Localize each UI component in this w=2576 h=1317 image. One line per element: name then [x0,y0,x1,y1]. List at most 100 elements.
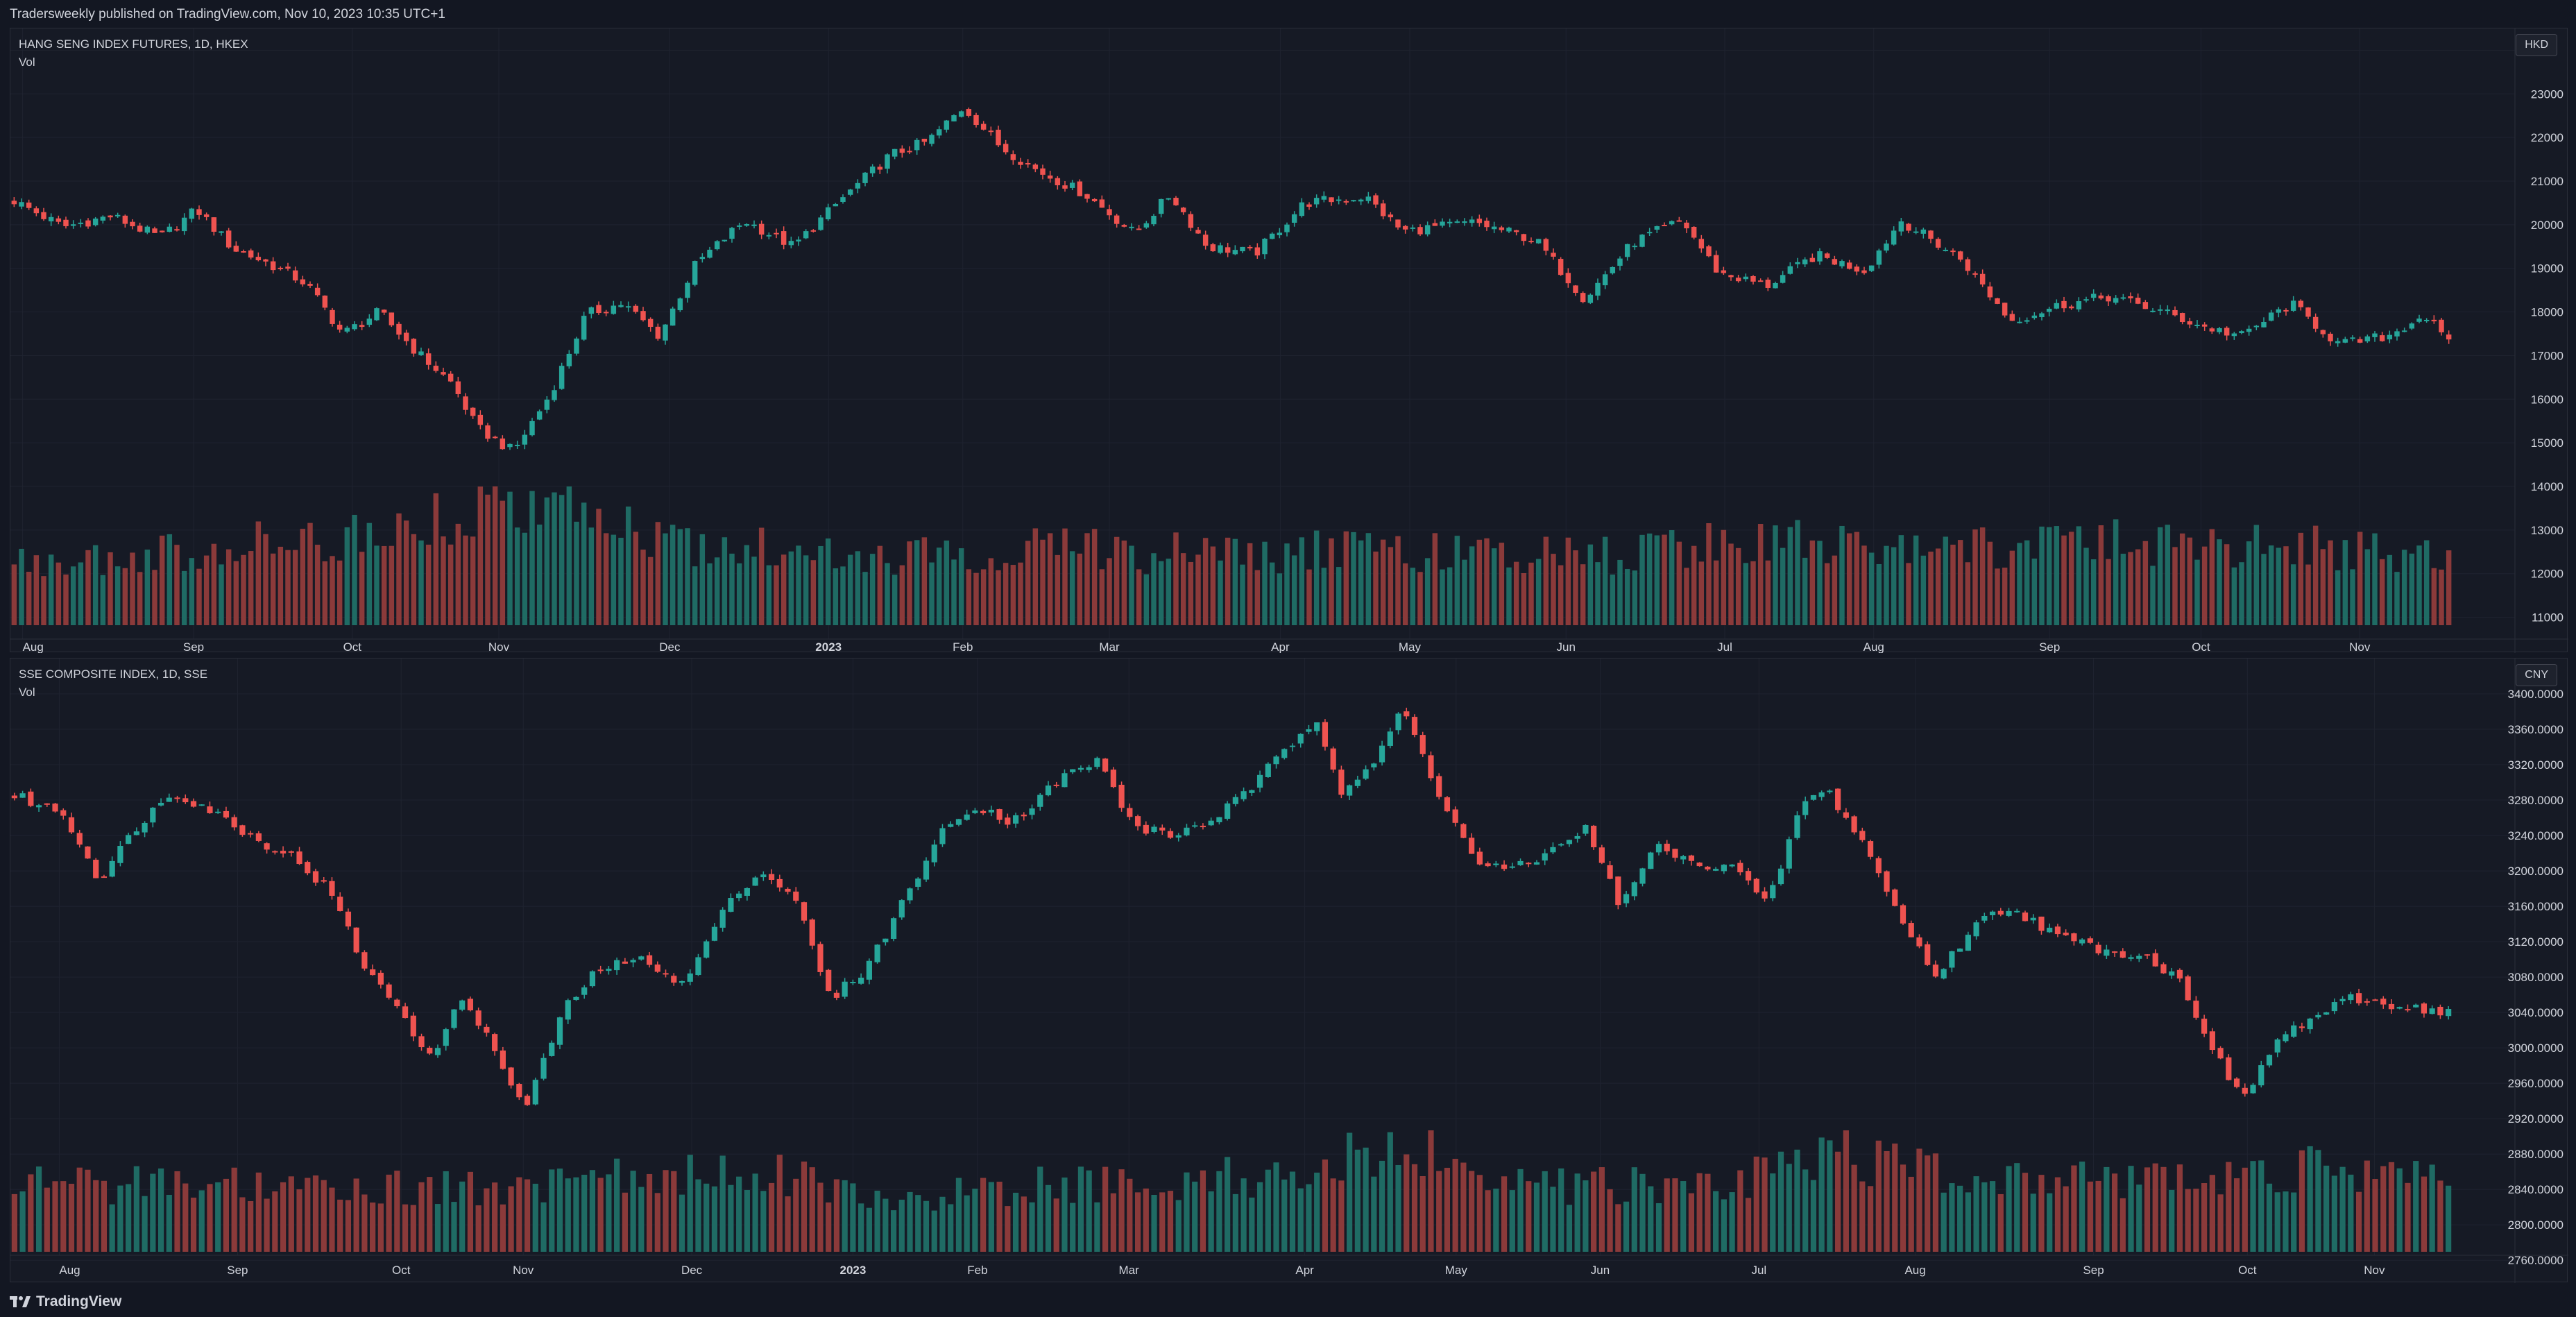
hang-seng-chart-svg[interactable]: 11000 12000 13000 14000 15000 16000 17000 18000… [10,28,2568,653]
volume-bar [2246,541,2252,625]
candle-body [1728,275,1734,278]
volume-bar [1662,534,1667,625]
candle-body [842,981,848,997]
sse-volume-label[interactable]: Vol [19,686,35,699]
cny-currency-badge[interactable]: CNY [2516,664,2557,686]
price-tick-label: 2760.0000 [2508,1254,2564,1267]
sse-composite-chart-svg[interactable]: 2760.0000 2800.0000 2840.0000 2880.0000 2920… [10,658,2568,1283]
volume-bar [189,558,195,625]
volume-bar [915,1195,921,1252]
time-axis[interactable]: Aug Sep Oct Nov Dec 2023 Feb Mar Apr May Jun Jul Aug… [10,638,2568,653]
volume-bar [1363,1147,1369,1252]
volume-bar [565,1178,571,1252]
candle-body [2364,1001,2370,1003]
volume-bar [874,1190,880,1252]
volume-bar [1595,562,1601,625]
volume-bar [1159,1192,1166,1252]
volume-bar [2209,529,2215,625]
candle-body [898,900,905,918]
volume-bar [1721,529,1727,625]
candle-body [966,109,972,116]
candle-body [1898,221,1904,232]
volume-bar [2185,1189,2191,1252]
volume-bar [2242,1167,2248,1252]
candle-body [2071,933,2077,942]
candle-body [1928,230,1934,239]
volume-bar [809,1167,815,1252]
time-axis[interactable]: Aug Sep Oct Nov Dec 2023 Feb Mar Apr May Jun Jul Aug… [10,1255,2568,1277]
price-axis[interactable]: 11000 12000 13000 14000 15000 16000 17000 18000… [2514,28,2564,653]
candle-body [1373,195,1379,205]
candle-body [292,270,298,281]
candle-body [760,874,767,878]
candle-body [1277,232,1283,235]
hkd-currency-badge[interactable]: HKD [2516,34,2557,56]
candle-body [907,151,912,153]
candle-body [2068,306,2074,309]
candle-body [1225,803,1231,819]
candle-body [1987,286,1993,298]
candle-body [2339,999,2346,1001]
hang-seng-symbol-title[interactable]: HANG SENG INDEX FUTURES, 1D, HKEX [19,37,248,51]
candle-body [280,851,287,853]
sse-composite-chart-pane[interactable]: 2760.0000 2800.0000 2840.0000 2880.0000 2920… [10,658,2568,1283]
candle-body [2291,1025,2297,1037]
candle-body [2283,1034,2289,1042]
time-tick-label: Aug [23,640,44,653]
candle-body [2176,969,2183,979]
candle-body [1432,223,1438,226]
volume-bar [1817,541,1823,625]
price-tick-label: 14000 [2531,480,2564,493]
volume-bar [1447,567,1453,625]
candle-body [2217,1048,2224,1059]
volume-bar [28,1174,34,1252]
price-axis[interactable]: 2760.0000 2800.0000 2840.0000 2880.0000 2920… [2508,658,2564,1283]
candle-body [890,918,897,940]
candle-body [2357,339,2363,343]
hang-seng-volume-label[interactable]: Vol [19,56,35,69]
volume-bar [1664,1178,1670,1252]
volume-bar [1827,1140,1833,1252]
candle-body [1249,790,1255,793]
candle-body [2253,325,2260,328]
candle-body [1859,831,1866,840]
candle-body [573,996,579,1000]
candle-body [980,810,987,813]
candle-body [11,795,17,799]
volume-bar [126,1184,132,1252]
candle-body [1676,220,1682,222]
volume-bar [536,524,543,625]
volume-bar [2165,525,2171,625]
volume-bar [2006,1166,2012,1252]
volume-bar [677,529,683,625]
volume-bar [1770,1173,1776,1252]
volume-bar [233,561,239,625]
volume-bar [1639,1173,1646,1252]
volume-bar [1476,539,1483,625]
volume-bar [1932,1153,1939,1252]
candle-body [2372,333,2378,337]
volume-bar [60,1181,67,1252]
time-tick-label: Feb [953,640,973,653]
candle-body [781,231,787,245]
candle-body [2396,1007,2403,1009]
candle-body [181,217,187,232]
hang-seng-chart-pane[interactable]: 11000 12000 13000 14000 15000 16000 17000 18000… [10,28,2568,653]
candle-body [500,1050,506,1069]
candle-body [1843,812,1849,818]
volume-bar [19,548,24,625]
volume-bar [1920,555,1927,625]
volume-bar [2328,540,2333,625]
volume-bar [1232,1193,1238,1252]
tradingview-brand[interactable]: TradingView [10,1293,121,1310]
candle-body [2128,296,2133,298]
volume-bar [685,528,690,625]
volume-bar [596,509,602,625]
volume-bar [1216,1171,1222,1252]
candle-body [1513,230,1519,232]
candle-body [1121,225,1127,227]
candle-body [1943,249,1949,251]
volume-bar [231,1167,237,1252]
sse-symbol-title[interactable]: SSE COMPOSITE INDEX, 1D, SSE [19,668,208,681]
candle-body [114,214,121,216]
